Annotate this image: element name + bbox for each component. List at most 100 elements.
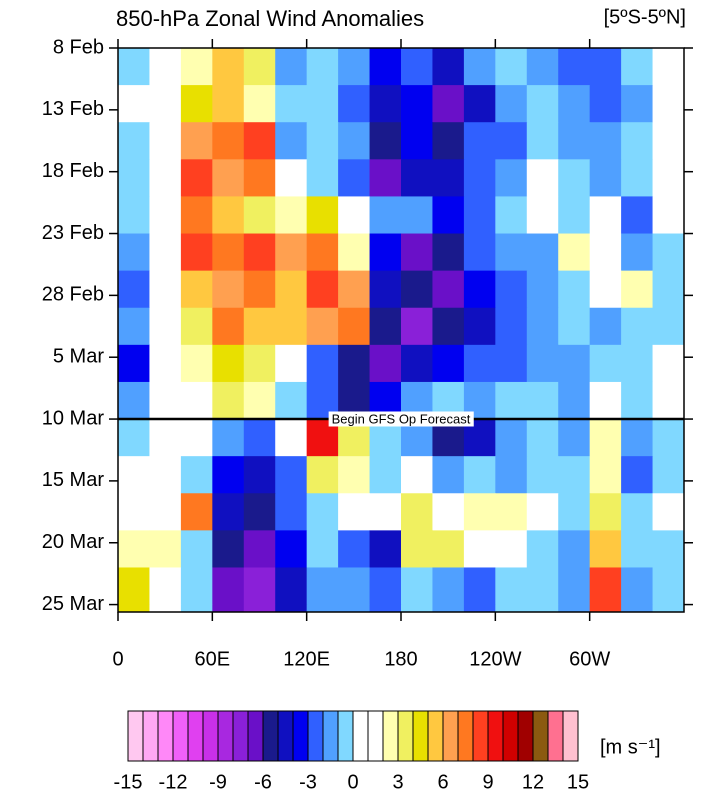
field-cell: [526, 307, 559, 346]
field-cell: [212, 196, 245, 235]
field-cell: [558, 419, 591, 457]
colorbar-box: [367, 710, 384, 762]
field-cell: [589, 196, 622, 235]
field-cell: [212, 233, 245, 272]
field-cell: [558, 307, 591, 346]
field-cell: [243, 122, 276, 160]
field-cell: [118, 530, 150, 568]
field-cell: [243, 567, 276, 606]
field-cell: [243, 270, 276, 309]
field-cell: [432, 233, 465, 272]
field-cell: [338, 456, 371, 494]
colorbar-label: -9: [209, 771, 227, 793]
y-tick-label: 8 Feb: [53, 36, 104, 58]
field-cell: [621, 48, 654, 86]
field-cell: [652, 159, 684, 197]
field-cell: [369, 196, 402, 235]
field-cell: [526, 48, 559, 86]
field-cell: [621, 159, 654, 197]
field-cell: [180, 233, 213, 272]
x-tick-label: 60E: [195, 648, 231, 670]
field-cell: [526, 493, 559, 531]
field-cell: [149, 85, 182, 123]
field-cell: [180, 307, 213, 346]
field-cell: [118, 381, 150, 420]
field-cell: [212, 344, 245, 383]
field-cell: [526, 567, 559, 606]
chart-title: 850-hPa Zonal Wind Anomalies: [116, 6, 424, 31]
field-cell: [463, 493, 496, 531]
field-cell: [118, 196, 150, 235]
field-cell: [275, 122, 308, 160]
field-cell: [212, 48, 245, 86]
field-cell: [432, 344, 465, 383]
y-tick-label: 18 Feb: [42, 160, 104, 182]
field-cell: [589, 159, 622, 197]
field-cell: [212, 381, 245, 420]
field-cell: [243, 307, 276, 346]
field-cell: [621, 456, 654, 494]
field-cell: [306, 307, 339, 346]
field-cell: [432, 567, 465, 606]
field-cell: [652, 604, 684, 612]
field-cell: [463, 344, 496, 383]
field-cell: [275, 48, 308, 86]
field-cell: [149, 159, 182, 197]
field-cell: [558, 85, 591, 123]
field-cell: [401, 233, 433, 272]
field-cell: [495, 307, 528, 346]
field-cell: [526, 344, 559, 383]
field-cell: [401, 48, 433, 86]
field-cell: [212, 307, 245, 346]
field-cell: [212, 493, 245, 531]
field-cell: [212, 85, 245, 123]
colorbar-label: 9: [482, 771, 493, 793]
field-cell: [212, 122, 245, 160]
field-cell: [180, 381, 213, 420]
field-cell: [463, 233, 496, 272]
field-cell: [558, 604, 591, 612]
field-cell: [558, 270, 591, 309]
field-cell: [526, 456, 559, 494]
field-cell: [180, 456, 213, 494]
field-cell: [338, 307, 371, 346]
colorbar-box: [157, 710, 174, 762]
colorbar-box: [517, 710, 534, 762]
field-cell: [589, 381, 622, 420]
field-cell: [275, 456, 308, 494]
field-cell: [338, 196, 371, 235]
field-cell: [369, 344, 402, 383]
field-cell: [118, 493, 150, 531]
x-tick-label: 120E: [283, 648, 330, 670]
field-cell: [149, 196, 182, 235]
x-tick-label: 60W: [569, 648, 610, 670]
forecast-label: Begin GFS Op Forecast: [332, 411, 471, 426]
colorbar-label: -6: [254, 771, 272, 793]
field-cell: [589, 567, 622, 606]
colorbar-box: [532, 710, 549, 762]
colorbar-box: [412, 710, 429, 762]
field-cell: [401, 270, 433, 309]
field-cell: [338, 344, 371, 383]
field-cell: [369, 493, 402, 531]
field-cell: [526, 381, 559, 420]
field-cell: [338, 85, 371, 123]
colorbar-box: [202, 710, 219, 762]
field-cell: [369, 85, 402, 123]
field-cell: [180, 344, 213, 383]
field-cell: [401, 567, 433, 606]
field-cell: [149, 270, 182, 309]
field-cell: [338, 493, 371, 531]
field-cell: [621, 233, 654, 272]
field-cell: [338, 270, 371, 309]
field-cell: [180, 196, 213, 235]
field-cell: [621, 196, 654, 235]
colorbar-box: [352, 710, 369, 762]
field-cell: [401, 456, 433, 494]
field-cell: [526, 159, 559, 197]
field-cell: [118, 159, 150, 197]
colorbar-box: [562, 710, 579, 762]
field-cell: [275, 493, 308, 531]
